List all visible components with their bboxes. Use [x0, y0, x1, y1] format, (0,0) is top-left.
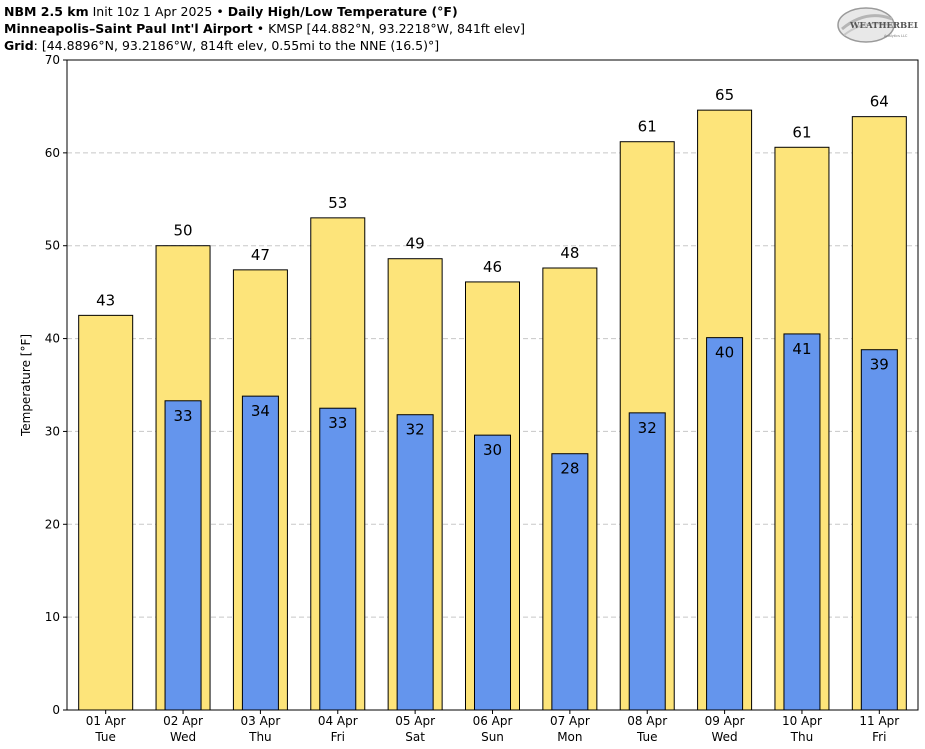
- high-temp-label: 61: [638, 118, 657, 136]
- high-temp-label: 46: [483, 258, 502, 276]
- axes: 0 10 20 30 40 50 60 70 01 Apr Tue 02 Apr Wed 03 Apr T…: [45, 53, 919, 744]
- x-tick-label-day: Tue: [94, 730, 116, 744]
- low-temp-label: 34: [251, 402, 270, 420]
- y-tick-label: 10: [45, 610, 60, 624]
- model-name: NBM 2.5 km: [4, 4, 89, 19]
- x-tick-label-date: 01 Apr: [86, 714, 126, 728]
- x-tick-label-day: Wed: [712, 730, 738, 744]
- weatherbell-logo: WEATHERBELL Analytics LLC: [837, 7, 918, 43]
- high-temp-bar: [78, 314, 134, 711]
- high-temp-label: 48: [560, 244, 579, 262]
- x-tick-label-day: Fri: [331, 730, 345, 744]
- x-tick-label-day: Tue: [636, 730, 658, 744]
- x-tick-label-date: 11 Apr: [859, 714, 899, 728]
- y-tick-label: 0: [52, 703, 60, 717]
- header-line-3: Grid: [44.8896°N, 93.2186°W, 814ft elev,…: [4, 37, 525, 54]
- separator: •: [216, 4, 224, 19]
- grid-label: Grid: [4, 38, 34, 53]
- high-temp-label: 50: [173, 222, 192, 240]
- low-temp-bar: [706, 337, 744, 711]
- low-temp-bar: [319, 407, 357, 711]
- x-tick-label-day: Mon: [557, 730, 582, 744]
- logo-text: WEATHERBELL: [849, 21, 918, 31]
- x-tick-label-day: Thu: [248, 730, 272, 744]
- low-temp-bar: [241, 395, 279, 711]
- y-axis-title: Temperature [°F]: [19, 334, 33, 437]
- header-line-2: Minneapolis–Saint Paul Int'l Airport • K…: [4, 20, 525, 37]
- high-temp-label: 47: [251, 246, 270, 264]
- x-tick-label-date: 07 Apr: [550, 714, 590, 728]
- y-tick-label: 20: [45, 517, 60, 531]
- high-temp-label: 53: [328, 194, 347, 212]
- low-temp-label: 32: [406, 421, 425, 439]
- high-temp-label: 49: [406, 235, 425, 253]
- x-tick-label-date: 03 Apr: [240, 714, 280, 728]
- y-tick-label: 30: [45, 424, 60, 438]
- y-tick-label: 40: [45, 332, 60, 346]
- low-temp-label: 41: [792, 340, 811, 358]
- station-details: KMSP [44.882°N, 93.2218°W, 841ft elev]: [268, 21, 525, 36]
- y-tick-label: 70: [45, 53, 60, 67]
- high-temp-label: 61: [792, 123, 811, 141]
- low-temp-bar: [396, 414, 434, 711]
- low-temp-label: 32: [638, 419, 657, 437]
- x-tick-label-date: 06 Apr: [473, 714, 513, 728]
- low-temp-label: 30: [483, 441, 502, 459]
- low-temp-label: 28: [560, 460, 579, 478]
- chart-header: NBM 2.5 km Init 10z 1 Apr 2025 • Daily H…: [4, 3, 525, 54]
- y-tick-label: 60: [45, 146, 60, 160]
- high-temp-label: 65: [715, 86, 734, 104]
- low-temp-bar: [164, 400, 202, 711]
- chart-title: Daily High/Low Temperature (°F): [227, 4, 458, 19]
- low-temp-bar: [551, 453, 589, 711]
- low-temp-label: 33: [173, 407, 192, 425]
- low-temp-label: 33: [328, 414, 347, 432]
- header-line-1: NBM 2.5 km Init 10z 1 Apr 2025 • Daily H…: [4, 3, 525, 20]
- x-tick-label-date: 02 Apr: [163, 714, 203, 728]
- x-tick-label-date: 09 Apr: [705, 714, 745, 728]
- x-tick-label-date: 08 Apr: [627, 714, 667, 728]
- logo-subtext: Analytics LLC: [884, 34, 908, 38]
- x-tick-label-day: Sat: [405, 730, 425, 744]
- low-temp-bar: [783, 333, 821, 711]
- grid-details: : [44.8896°N, 93.2186°W, 814ft elev, 0.5…: [33, 38, 440, 53]
- init-time: Init 10z 1 Apr 2025: [92, 4, 213, 19]
- x-tick-label-day: Sun: [481, 730, 504, 744]
- bars: [78, 109, 907, 711]
- x-tick-label-date: 04 Apr: [318, 714, 358, 728]
- y-tick-label: 50: [45, 239, 60, 253]
- x-tick-label-day: Fri: [872, 730, 886, 744]
- low-temp-label: 39: [870, 356, 889, 374]
- high-temp-label: 43: [96, 291, 115, 309]
- low-temp-label: 40: [715, 344, 734, 362]
- station-name: Minneapolis–Saint Paul Int'l Airport: [4, 21, 253, 36]
- value-labels: 43 50 47 53 49 46 48 61 65 61 64 33 34 33 32 30 28 32 40 41…: [96, 86, 889, 478]
- high-temp-label: 64: [870, 93, 889, 111]
- separator: •: [256, 21, 265, 36]
- x-tick-label-date: 10 Apr: [782, 714, 822, 728]
- low-temp-bar: [628, 412, 666, 711]
- low-temp-bar: [860, 349, 898, 711]
- x-tick-label-day: Thu: [790, 730, 814, 744]
- low-temp-bar: [474, 434, 511, 711]
- x-tick-label-day: Wed: [170, 730, 196, 744]
- x-tick-label-date: 05 Apr: [395, 714, 435, 728]
